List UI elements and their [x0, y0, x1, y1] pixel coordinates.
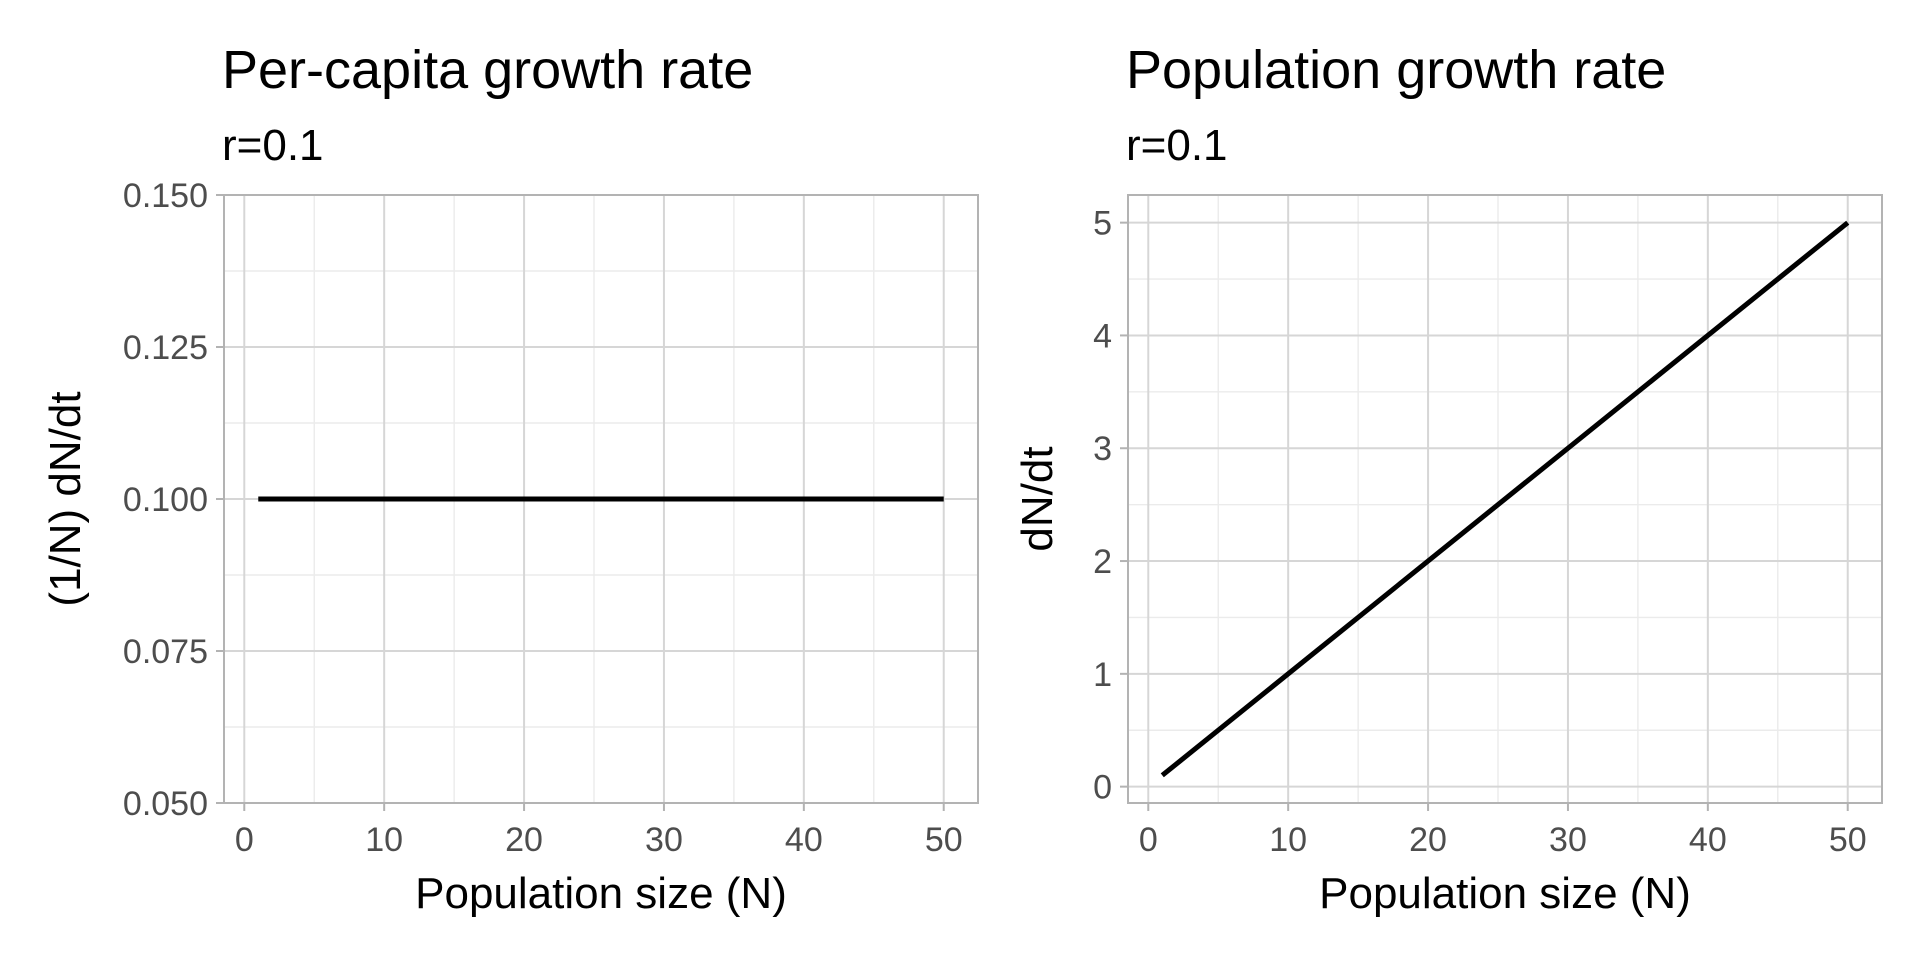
x-tick-label: 30 [645, 821, 683, 859]
y-tick-label: 0.075 [123, 633, 208, 671]
grid [1128, 195, 1882, 803]
panel-title: Population growth rate [1126, 40, 1666, 100]
y-tick-label: 1 [1093, 656, 1112, 694]
x-tick-label: 40 [1689, 821, 1727, 859]
x-tick-label: 50 [1829, 821, 1867, 859]
y-tick-label: 0.050 [123, 785, 208, 823]
x-tick-label: 10 [1269, 821, 1307, 859]
panel-subtitle: r=0.1 [1126, 121, 1228, 170]
panel-title: Per-capita growth rate [222, 40, 753, 100]
per-capita-growth-panel: Per-capita growth rate r=0.1 0 10 20 30 40 50… [41, 40, 979, 918]
series [1160, 220, 1850, 778]
x-tick-label: 20 [505, 821, 543, 859]
series-line [1160, 220, 1850, 778]
x-tick-label: 10 [365, 821, 403, 859]
x-tick-label: 0 [235, 821, 254, 859]
plot-frame [1127, 194, 1883, 804]
x-tick-label: 40 [785, 821, 823, 859]
x-axis-label: Population size (N) [1319, 869, 1691, 918]
x-tick-label: 50 [925, 821, 963, 859]
ticks: 0 10 20 30 40 50 0.050 0.075 0.100 0.125 0.150 [123, 177, 963, 859]
y-tick-label: 0.100 [123, 481, 208, 519]
population-growth-panel: Population growth rate r=0.1 0 10 20 30 40 50… [1013, 40, 1883, 918]
y-axis-label: (1/N) dN/dt [41, 391, 90, 606]
y-tick-label: 2 [1093, 543, 1112, 581]
y-tick-label: 0 [1093, 769, 1112, 807]
y-tick-label: 4 [1093, 317, 1112, 355]
y-tick-label: 5 [1093, 205, 1112, 243]
x-tick-label: 0 [1139, 821, 1158, 859]
y-axis-label: dN/dt [1013, 446, 1062, 551]
ticks: 0 10 20 30 40 50 0 1 2 3 4 5 [1093, 205, 1867, 859]
y-tick-label: 3 [1093, 430, 1112, 468]
panel-subtitle: r=0.1 [222, 121, 324, 170]
x-tick-label: 20 [1409, 821, 1447, 859]
x-axis-label: Population size (N) [415, 869, 787, 918]
y-tick-label: 0.125 [123, 329, 208, 367]
y-tick-label: 0.150 [123, 177, 208, 215]
x-tick-label: 30 [1549, 821, 1587, 859]
